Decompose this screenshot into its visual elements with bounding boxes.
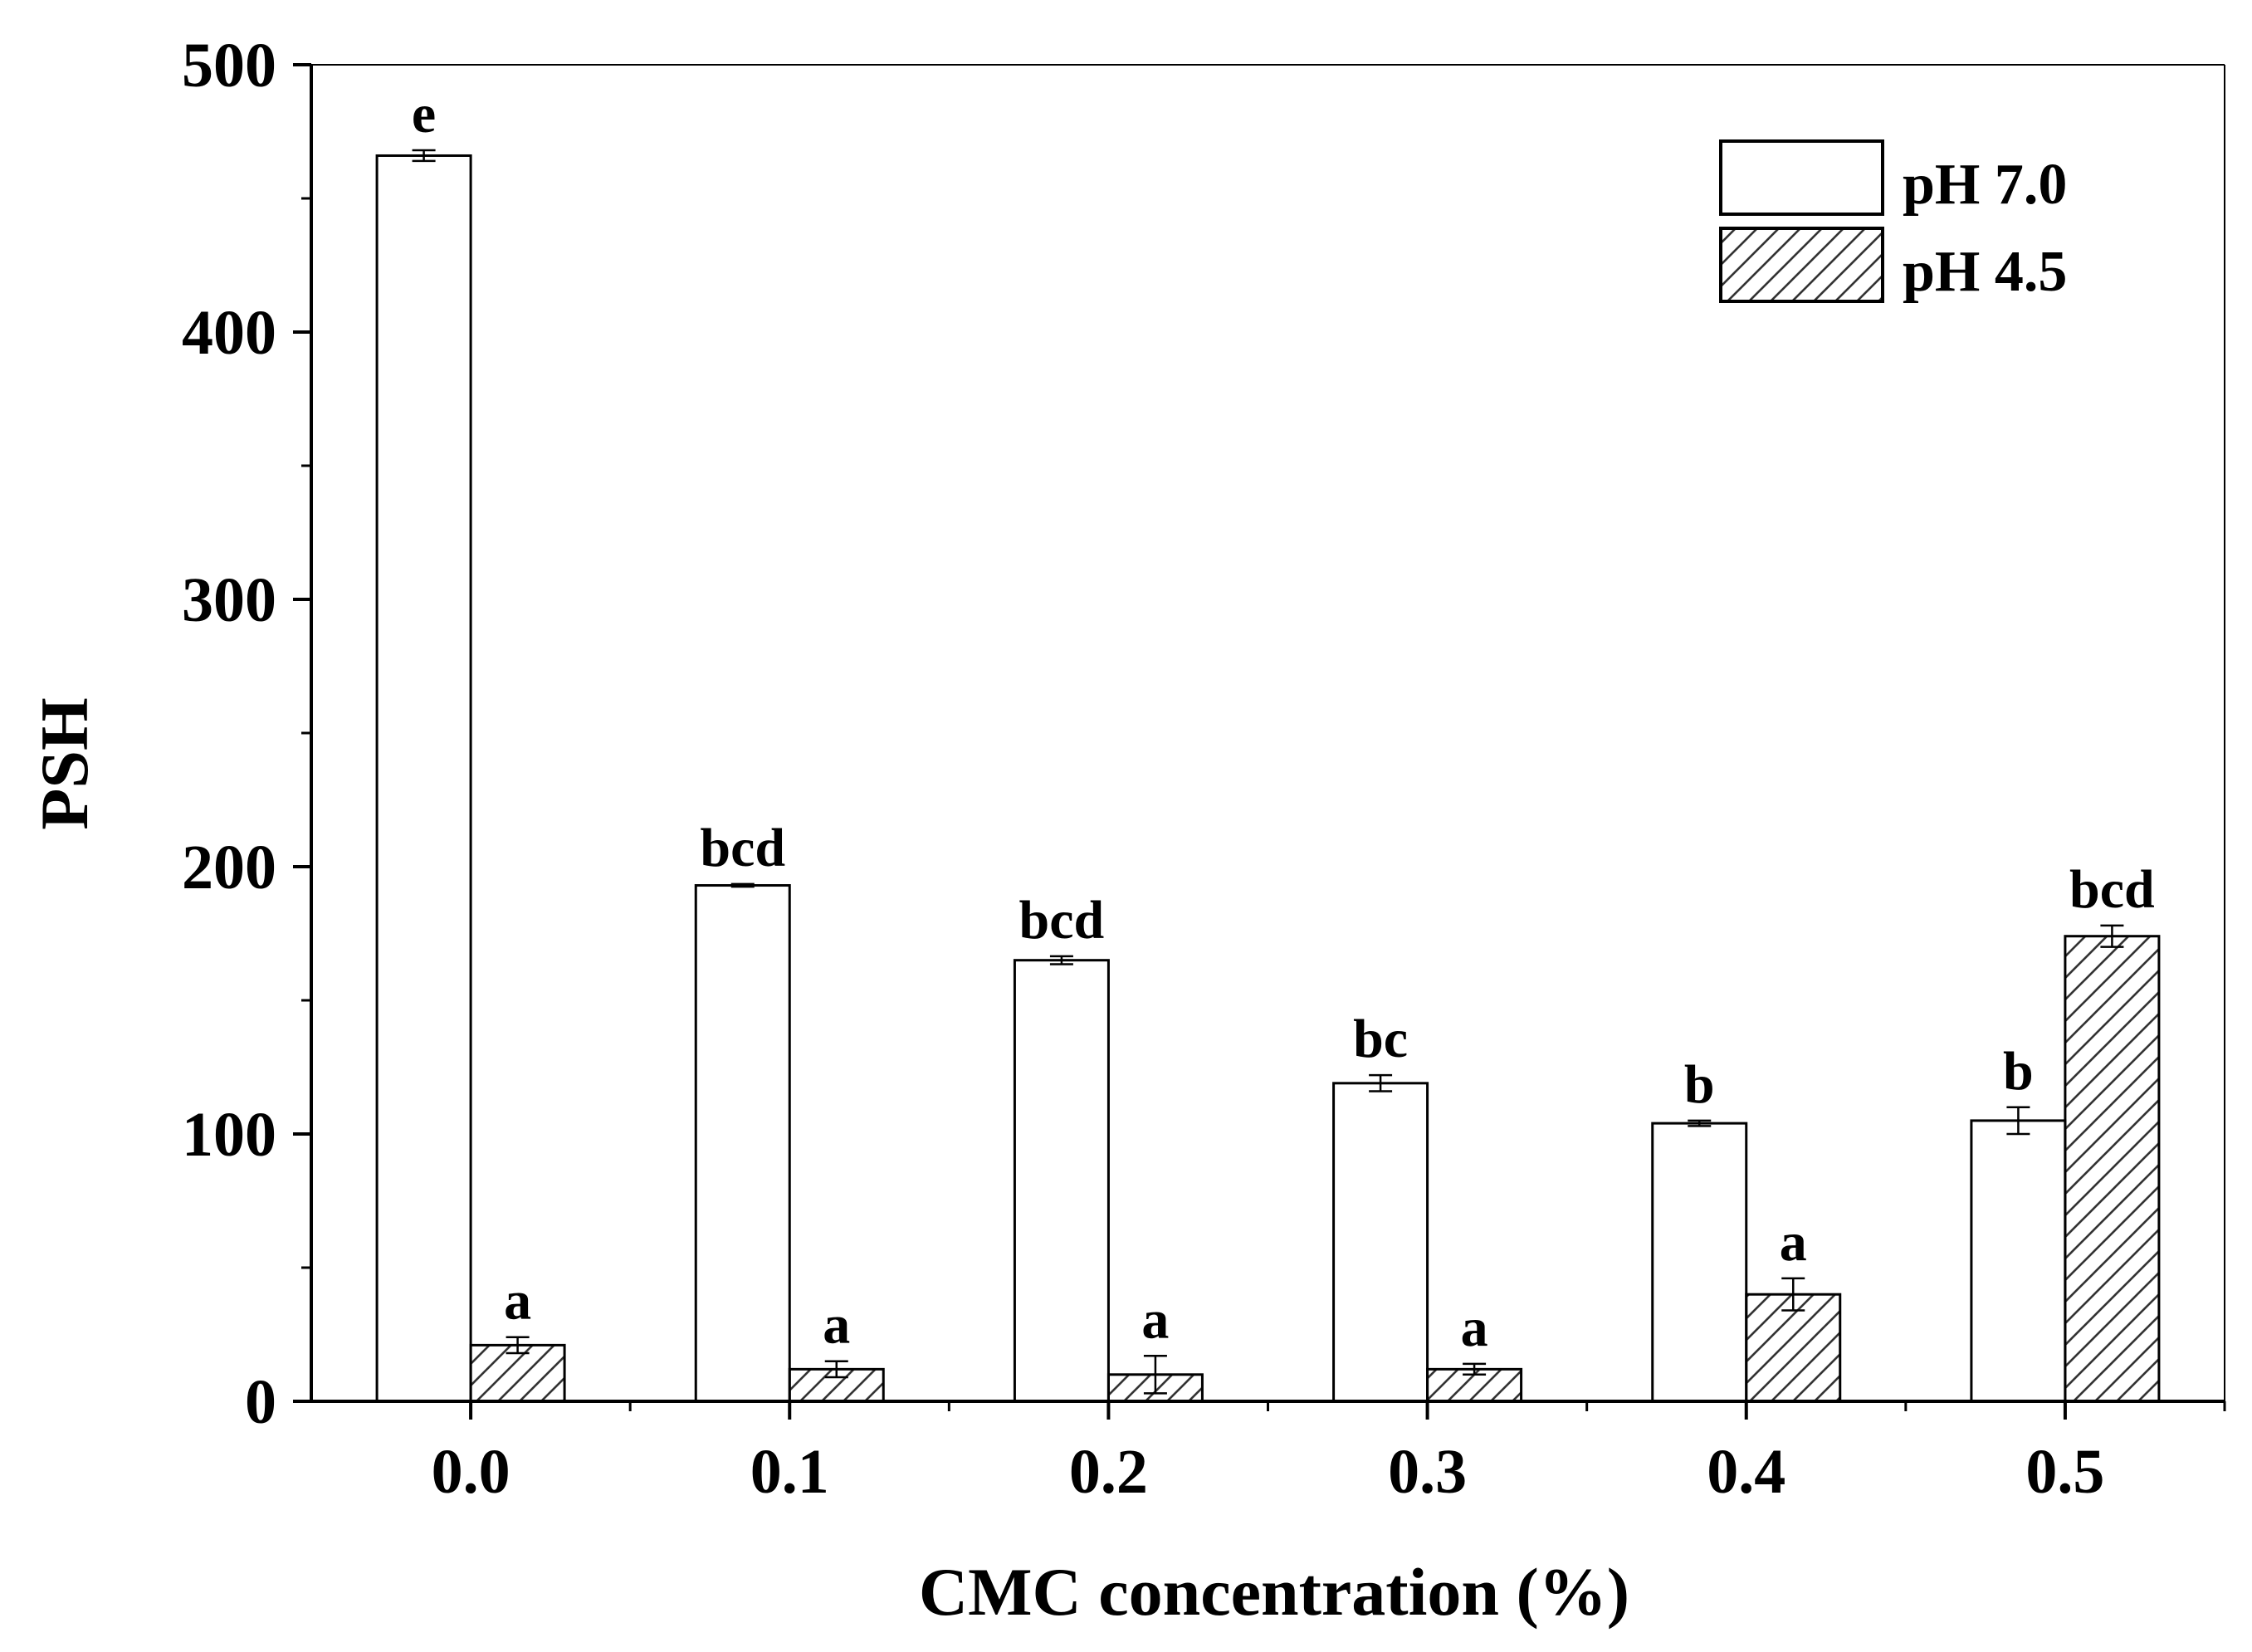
bar-s0-c3 xyxy=(1332,1082,1429,1403)
y-tick-label-0: 0 xyxy=(245,1367,276,1437)
x-tick-label-0: 0.0 xyxy=(432,1437,510,1507)
y-tick-label-5: 500 xyxy=(182,31,276,100)
bar-s0-c5 xyxy=(1970,1119,2067,1403)
y-tick-label-3: 300 xyxy=(182,565,276,635)
significance-letter-s1-c4: a xyxy=(1780,1212,1807,1273)
significance-letter-s1-c3: a xyxy=(1461,1298,1488,1358)
x-tick-label-3: 0.3 xyxy=(1388,1437,1467,1507)
significance-letter-s1-c2: a xyxy=(1141,1289,1169,1350)
significance-letter-s1-c0: a xyxy=(504,1271,531,1332)
bar-s1-c5 xyxy=(2064,935,2161,1403)
axes: 0 100 200 300 400 500 0.0 0.1 0.2 0.3 0.4 0.5 xyxy=(182,31,2226,1507)
x-tick-label-5: 0.5 xyxy=(2025,1437,2104,1507)
significance-letter-s1-c1: a xyxy=(823,1295,850,1356)
y-tick-label-1: 100 xyxy=(182,1100,276,1170)
legend: pH 7.0 pH 4.5 xyxy=(1719,139,2067,304)
x-axis-label: CMC concentration (%) xyxy=(919,1554,1629,1630)
significance-letter-s0-c2: bcd xyxy=(1019,890,1105,951)
significance-letter-s1-c5: bcd xyxy=(2069,859,2155,920)
x-tick-label-1: 0.1 xyxy=(750,1437,829,1507)
legend-label-ph45: pH 4.5 xyxy=(1903,240,2067,304)
plot-area: e bcd bcd bc b b a a a a a bcd xyxy=(375,84,2161,1403)
x-tick-label-2: 0.2 xyxy=(1069,1437,1148,1507)
bar-s0-c4 xyxy=(1651,1122,1748,1403)
legend-swatch-ph7 xyxy=(1719,139,1884,216)
x-tick-label-4: 0.4 xyxy=(1707,1437,1785,1507)
bar-s0-c1 xyxy=(694,884,791,1403)
y-tick-label-2: 200 xyxy=(182,833,276,902)
significance-letter-s0-c5: b xyxy=(2003,1041,2034,1102)
bar-s0-c0 xyxy=(375,154,472,1403)
y-axis-label: PSH xyxy=(27,697,102,829)
bar-s0-c2 xyxy=(1013,959,1110,1403)
y-tick-label-4: 400 xyxy=(182,298,276,368)
significance-letter-s0-c4: b xyxy=(1684,1054,1715,1115)
bar-s1-c4 xyxy=(1745,1293,1842,1403)
legend-swatch-ph45 xyxy=(1719,227,1884,303)
significance-letter-s0-c1: bcd xyxy=(700,818,785,878)
significance-letter-s0-c3: bc xyxy=(1353,1009,1408,1069)
significance-letter-s0-c0: e xyxy=(412,84,436,144)
legend-label-ph7: pH 7.0 xyxy=(1903,153,2067,217)
